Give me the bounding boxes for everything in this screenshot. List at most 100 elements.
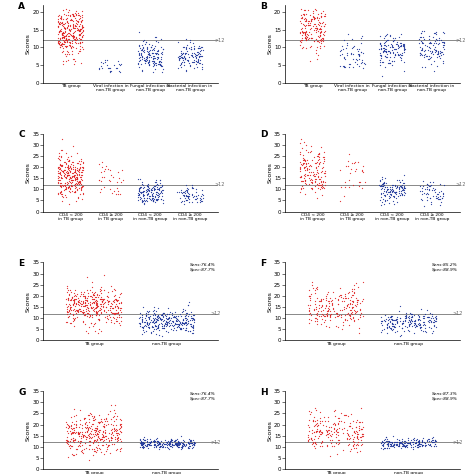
Point: [90, 413, 98, 421]
Point: [138, 55, 146, 63]
Point: [420, 314, 428, 322]
Point: [297, 177, 304, 184]
Point: [181, 192, 188, 200]
Point: [63, 174, 70, 182]
Point: [358, 167, 366, 174]
Point: [343, 302, 350, 310]
Point: [62, 166, 69, 174]
Point: [164, 314, 172, 321]
Point: [385, 315, 392, 323]
Point: [314, 194, 321, 202]
Point: [148, 42, 155, 49]
Point: [116, 425, 123, 433]
Point: [84, 329, 91, 337]
Point: [337, 293, 345, 301]
Point: [391, 320, 398, 328]
Point: [95, 428, 103, 436]
Point: [103, 292, 111, 300]
Point: [396, 182, 403, 190]
Point: [67, 164, 75, 172]
Point: [354, 298, 361, 306]
Point: [335, 296, 342, 303]
Point: [153, 195, 161, 203]
Point: [190, 441, 197, 448]
Point: [55, 18, 62, 26]
Point: [169, 318, 176, 325]
Point: [334, 300, 342, 308]
Point: [105, 429, 112, 437]
Point: [163, 318, 170, 325]
Point: [145, 51, 152, 58]
Point: [88, 295, 95, 303]
Point: [417, 440, 425, 448]
Point: [90, 292, 98, 299]
Point: [302, 10, 310, 18]
Point: [163, 310, 171, 318]
Point: [354, 50, 362, 58]
Point: [56, 181, 64, 189]
Point: [190, 324, 197, 331]
Point: [155, 440, 163, 447]
Point: [325, 305, 333, 312]
Point: [107, 67, 114, 75]
Point: [350, 433, 358, 440]
Point: [182, 55, 189, 63]
Point: [380, 47, 387, 55]
Point: [74, 167, 82, 174]
Point: [142, 322, 150, 330]
Point: [190, 438, 197, 446]
Point: [140, 187, 147, 194]
Point: [69, 31, 76, 38]
Point: [299, 28, 307, 36]
Point: [355, 178, 362, 186]
Point: [397, 440, 405, 447]
Point: [156, 179, 164, 187]
Point: [57, 190, 65, 198]
Point: [63, 53, 70, 60]
Point: [379, 195, 387, 203]
Point: [79, 182, 86, 190]
Point: [342, 316, 349, 323]
Point: [334, 419, 342, 427]
Point: [185, 298, 192, 306]
Point: [182, 324, 189, 331]
Point: [152, 49, 159, 57]
Point: [69, 32, 77, 39]
Point: [155, 57, 163, 65]
Point: [330, 425, 337, 432]
Point: [56, 18, 64, 26]
Point: [319, 18, 327, 26]
Point: [388, 40, 395, 48]
Point: [85, 456, 93, 464]
Point: [406, 440, 414, 447]
Point: [59, 22, 67, 29]
Point: [146, 318, 154, 326]
Point: [88, 313, 96, 321]
Point: [156, 177, 164, 184]
Point: [76, 416, 84, 424]
Point: [189, 54, 197, 61]
Point: [82, 433, 90, 440]
Point: [382, 52, 389, 60]
Point: [87, 319, 95, 327]
Point: [73, 173, 80, 180]
Point: [428, 312, 436, 320]
Point: [319, 428, 326, 436]
Point: [398, 182, 406, 189]
Point: [398, 440, 405, 448]
Point: [404, 435, 411, 442]
Point: [64, 154, 72, 161]
Point: [56, 179, 64, 187]
Point: [316, 150, 323, 157]
Point: [359, 169, 367, 176]
Point: [114, 437, 122, 444]
Point: [152, 444, 160, 451]
Point: [312, 284, 319, 292]
Point: [416, 315, 423, 323]
Point: [321, 27, 329, 34]
Point: [112, 191, 119, 198]
Point: [296, 164, 304, 171]
Point: [140, 322, 148, 330]
Point: [76, 31, 83, 38]
Point: [319, 183, 327, 191]
